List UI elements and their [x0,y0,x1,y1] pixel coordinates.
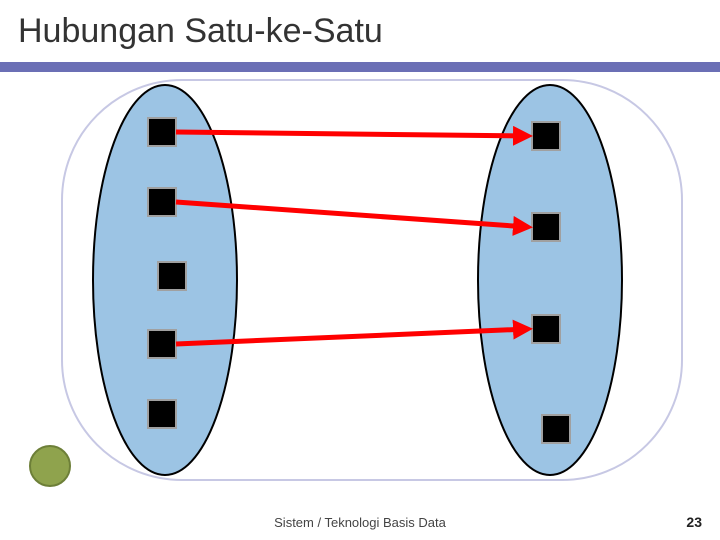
diagram-stage [0,0,720,540]
right-node [542,415,570,443]
footer-text: Sistem / Teknologi Basis Data [274,515,446,530]
right-node [532,122,560,150]
left-node [158,262,186,290]
left-node [148,188,176,216]
accent-bullet [30,446,70,486]
page-number: 23 [686,514,702,530]
right-node [532,315,560,343]
mapping-arrow [176,132,528,136]
right-node [532,213,560,241]
left-node [148,400,176,428]
left-node [148,118,176,146]
left-node [148,330,176,358]
